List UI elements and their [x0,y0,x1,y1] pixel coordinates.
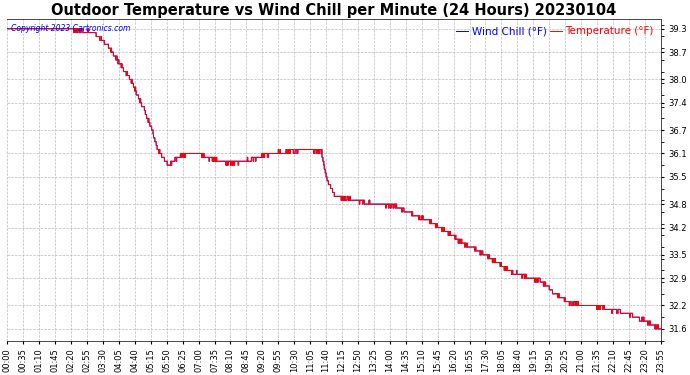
Temperature (°F) [395,206,404,210]
Temperature (°F) [3,27,12,31]
Title: Outdoor Temperature vs Wind Chill per Minute (24 Hours) 20230104: Outdoor Temperature vs Wind Chill per Mi… [52,3,617,18]
Temperature (°F) [296,147,304,152]
Wind Chill (°F) [3,27,12,31]
Line: Wind Chill (°F): Wind Chill (°F) [8,29,661,329]
Wind Chill (°F) [657,327,665,331]
Temperature (°F) [527,276,535,280]
Wind Chill (°F) [527,276,535,280]
Text: Copyright 2023 Cartronics.com: Copyright 2023 Cartronics.com [10,24,130,33]
Temperature (°F) [651,327,659,331]
Temperature (°F) [79,30,88,35]
Wind Chill (°F) [590,303,598,308]
Temperature (°F) [590,303,598,308]
Legend: Wind Chill (°F), Temperature (°F): Wind Chill (°F), Temperature (°F) [454,24,656,38]
Temperature (°F) [657,327,665,331]
Wind Chill (°F) [395,206,404,210]
Temperature (°F) [640,319,649,323]
Wind Chill (°F) [651,327,659,331]
Wind Chill (°F) [640,319,649,323]
Wind Chill (°F) [296,147,304,152]
Line: Temperature (°F): Temperature (°F) [8,29,661,329]
Wind Chill (°F) [79,30,88,35]
